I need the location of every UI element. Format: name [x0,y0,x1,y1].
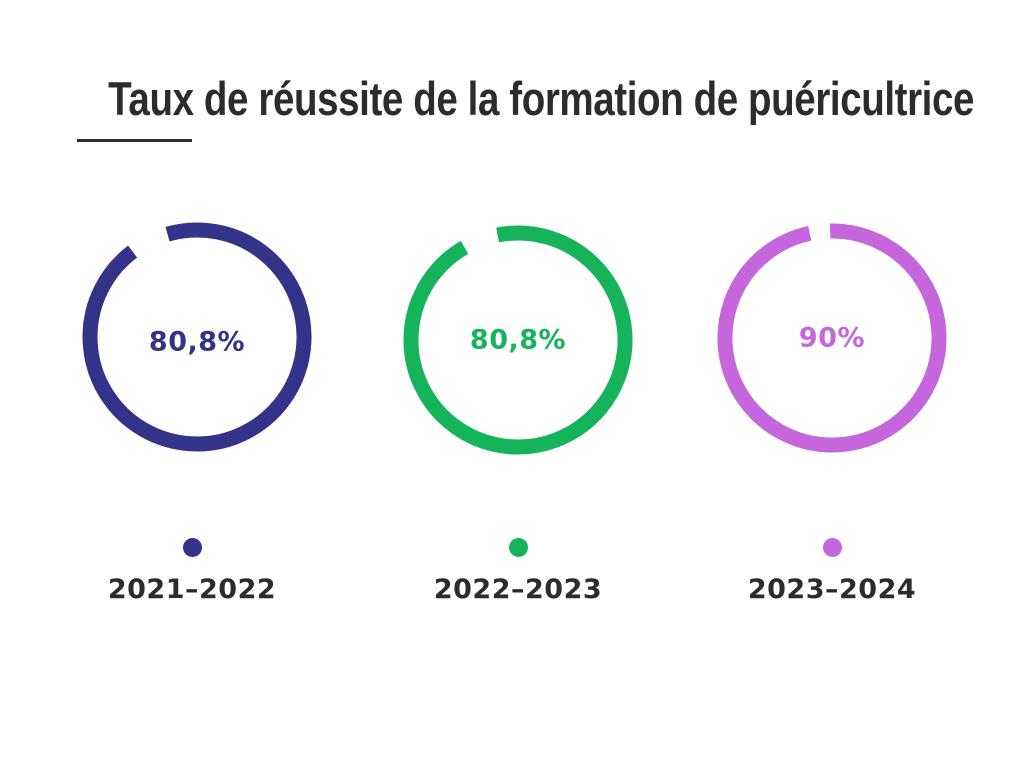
donut-chart-2021-2022: 80,8% [77,217,317,457]
donut-arc [82,222,312,452]
header: Taux de réussite de la formation de puér… [16,72,1024,126]
legend-label: 2022–2023 [433,574,603,605]
donut-arc [403,225,633,455]
legend-label: 2021–2022 [107,574,277,605]
donut-arc [717,223,947,453]
donut-value-label: 80,8% [469,324,567,356]
title-underline [77,139,192,142]
legend-item-2022-2023: 2022–2023 [368,538,668,605]
donut-value-label: 80,8% [148,326,246,358]
legend-label: 2023–2024 [747,574,917,605]
donut-ring-svg [717,223,947,453]
legend-dot-icon [182,538,202,557]
legend-item-2023-2024: 2023–2024 [682,538,982,605]
legend-item-2021-2022: 2021–2022 [42,538,342,605]
donut-ring-svg [403,225,633,455]
legend-dot-icon [822,538,842,557]
legend-dot-icon [508,538,528,557]
donut-ring-svg [82,222,312,452]
donut-value-label: 90% [798,322,866,354]
donut-chart-2023-2024: 90% [712,218,952,458]
donut-chart-2022-2023: 80,8% [398,220,638,460]
page-title: Taux de réussite de la formation de puér… [108,72,975,125]
